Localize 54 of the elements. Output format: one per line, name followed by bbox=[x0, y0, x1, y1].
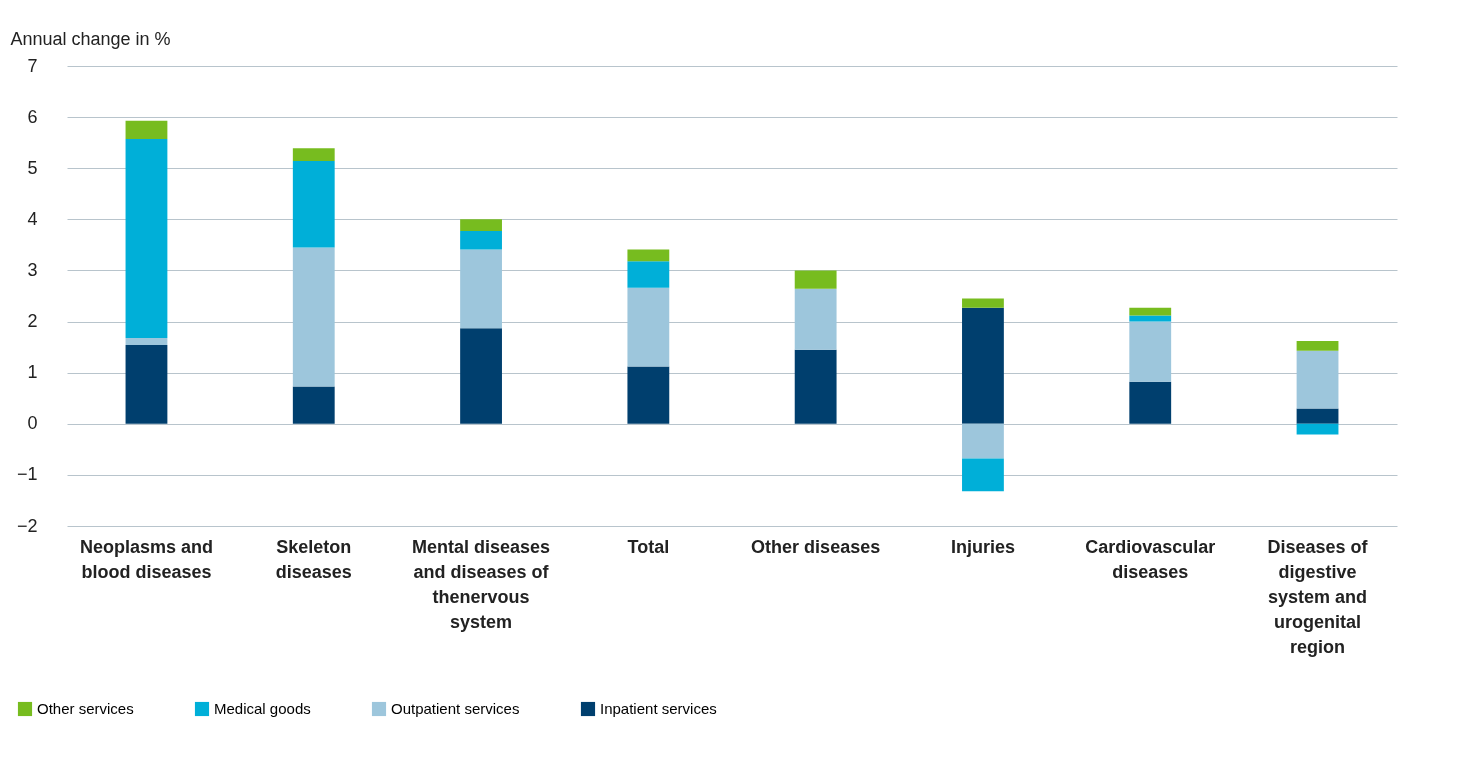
bar bbox=[1129, 321, 1172, 382]
bar bbox=[1129, 315, 1172, 322]
bar bbox=[1296, 408, 1339, 424]
bar bbox=[794, 288, 837, 350]
x-tick-label: Total bbox=[627, 536, 670, 557]
y-tick-label: 0 bbox=[27, 413, 38, 434]
y-tick-label: 7 bbox=[27, 55, 38, 76]
bar bbox=[627, 287, 670, 367]
x-tick-label: Diseases of digestive system and urogenital region bbox=[1267, 536, 1369, 657]
bar bbox=[1296, 423, 1339, 435]
bar bbox=[627, 249, 670, 262]
bar bbox=[1296, 350, 1339, 409]
x-tick-label: Neoplasms and blood diseases bbox=[79, 536, 213, 582]
bar bbox=[125, 337, 168, 346]
bar bbox=[292, 386, 335, 424]
legend-label: Medical goods bbox=[214, 700, 311, 717]
bar bbox=[962, 458, 1004, 492]
bar bbox=[962, 423, 1004, 459]
y-tick-label: 4 bbox=[27, 208, 38, 229]
bar bbox=[460, 249, 502, 329]
legend-label: Outpatient services bbox=[391, 700, 520, 717]
bar bbox=[292, 148, 335, 162]
bar bbox=[125, 139, 168, 338]
bar bbox=[460, 328, 502, 424]
y-tick-label: 6 bbox=[27, 106, 38, 127]
legend-label: Other services bbox=[37, 700, 134, 717]
bar bbox=[627, 366, 670, 424]
y-tick-label: 3 bbox=[27, 259, 38, 280]
x-tick-label: Cardiovascular diseases bbox=[1085, 536, 1216, 582]
bar bbox=[292, 161, 335, 248]
bar bbox=[1129, 381, 1172, 424]
legend-label: Inpatient services bbox=[600, 700, 717, 717]
bar bbox=[794, 349, 837, 424]
bar bbox=[460, 231, 502, 250]
bar bbox=[794, 270, 837, 289]
bar bbox=[292, 247, 335, 387]
bar bbox=[1129, 307, 1172, 316]
bar bbox=[125, 120, 168, 140]
y-tick-label: −1 bbox=[16, 464, 38, 485]
y-tick-label: 5 bbox=[27, 157, 38, 178]
y-axis-title: Annual change in % bbox=[10, 28, 171, 49]
bar bbox=[460, 219, 502, 232]
x-tick-label: Other diseases bbox=[751, 536, 881, 557]
x-tick-label: Injuries bbox=[950, 536, 1015, 557]
bar bbox=[1296, 340, 1339, 351]
bar bbox=[627, 261, 670, 288]
y-tick-label: −2 bbox=[16, 515, 38, 536]
x-tick-label: Skeleton diseases bbox=[275, 536, 352, 582]
bar bbox=[962, 307, 1004, 424]
y-tick-label: 2 bbox=[27, 311, 38, 332]
bar bbox=[962, 298, 1004, 308]
bar bbox=[125, 345, 168, 424]
y-tick-label: 1 bbox=[27, 362, 38, 383]
x-tick-label: Mental diseases and diseases of thenervous system bbox=[412, 536, 551, 632]
